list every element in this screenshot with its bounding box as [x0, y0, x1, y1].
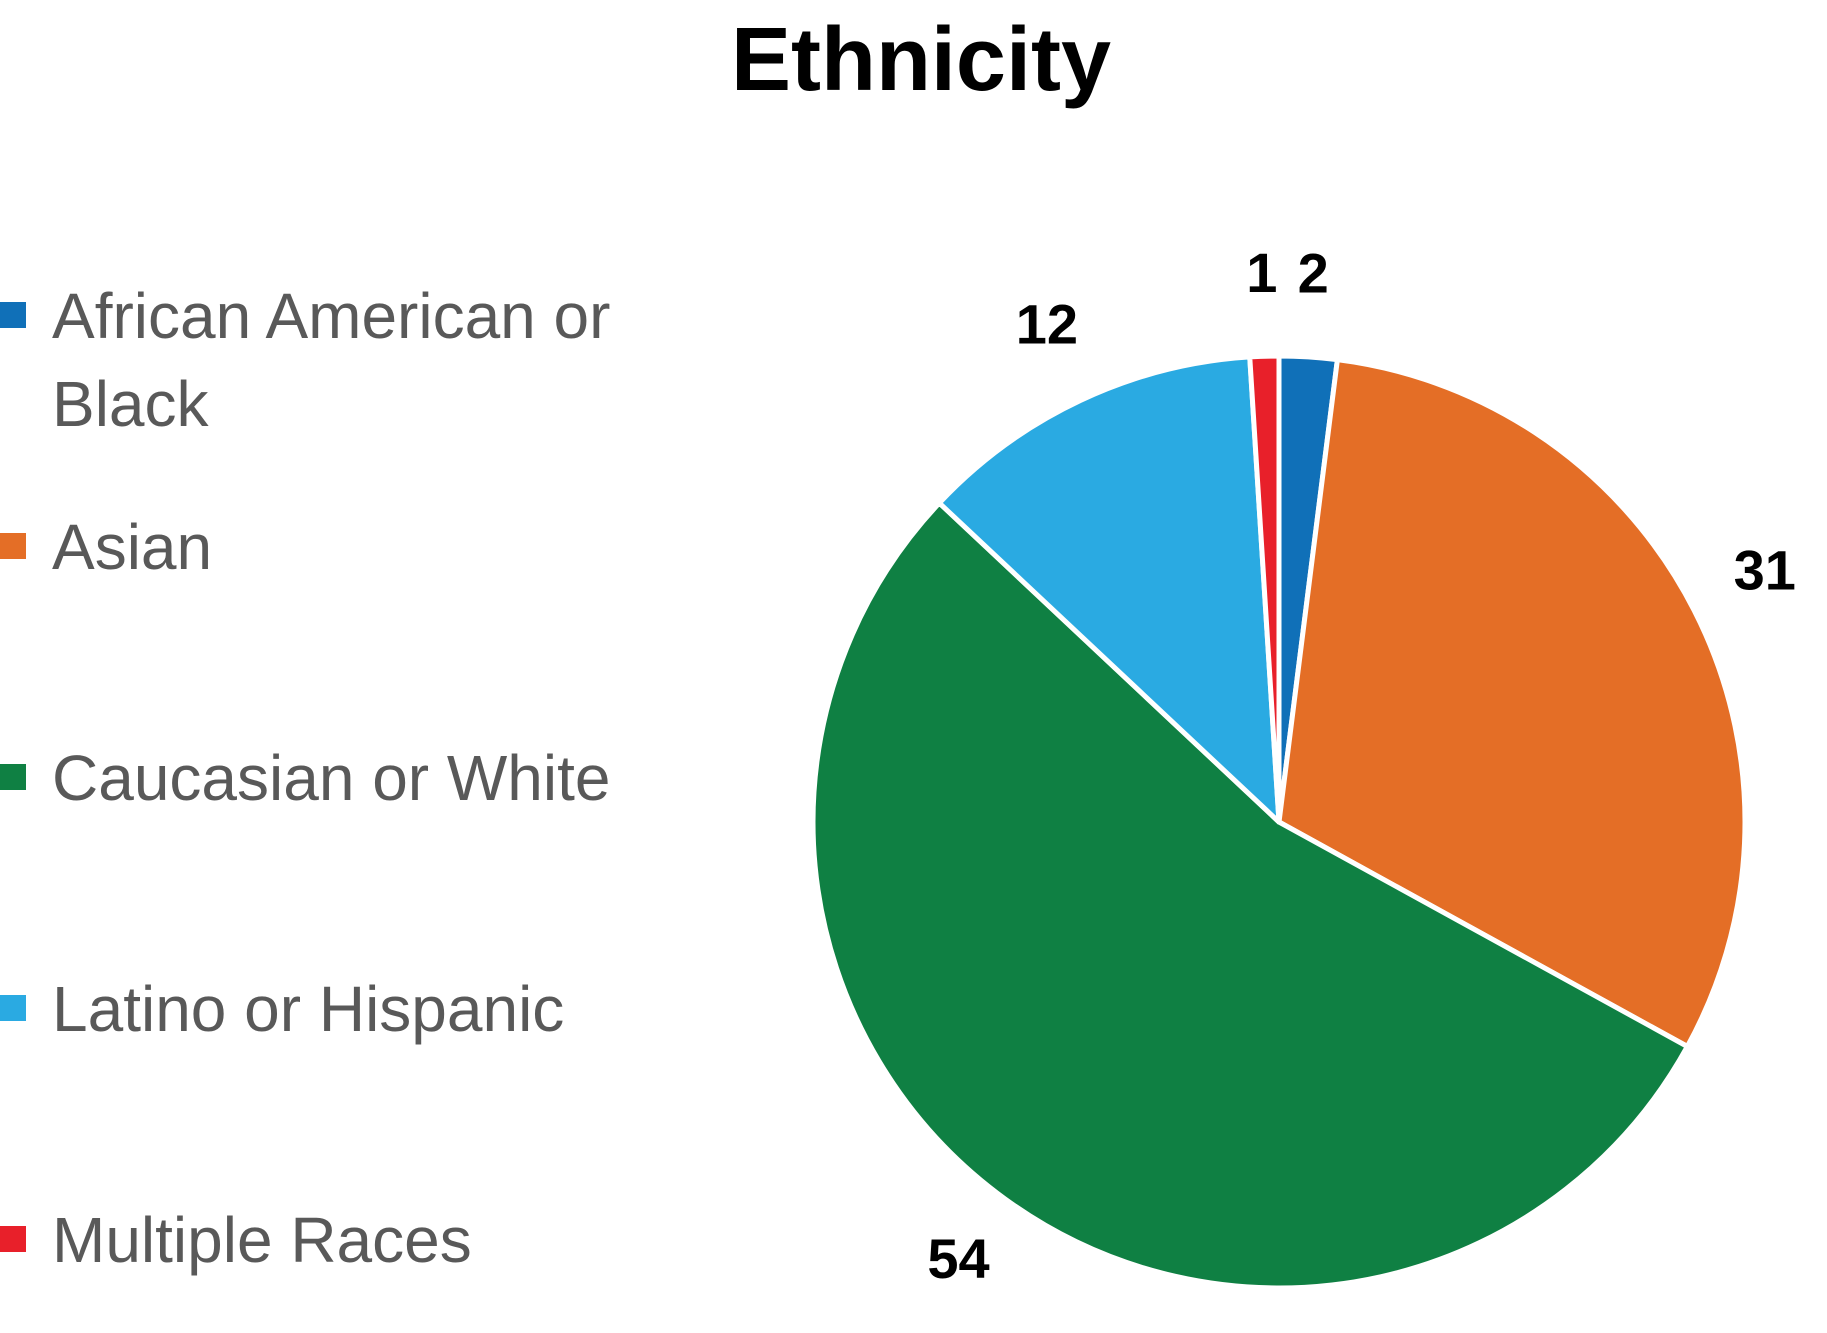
data-label: 12 [1016, 292, 1078, 355]
legend-swatch [0, 302, 26, 328]
legend-label: Multiple Races [52, 1204, 472, 1276]
legend-swatch [0, 1226, 26, 1252]
legend-item: African American or Black [0, 272, 612, 448]
legend-swatch [0, 995, 26, 1021]
pie-slice [936, 354, 1282, 825]
pie-slice [1276, 357, 1748, 1049]
legend-label: Latino or Hispanic [52, 973, 565, 1045]
legend-swatch [0, 764, 26, 790]
data-label: 2 [1298, 242, 1329, 305]
pie-slice [1247, 353, 1282, 825]
legend-label: Asian [52, 511, 213, 583]
legend-label: African American or Black [52, 280, 611, 440]
legend-item: Caucasian or White [0, 734, 612, 822]
chart-title: Ethnicity [731, 10, 1111, 110]
legend-item: Asian [0, 503, 612, 591]
legend-item: Latino or Hispanic [0, 965, 612, 1053]
pie-slice [810, 500, 1690, 1291]
data-label: 1 [1246, 241, 1277, 304]
data-label: 31 [1734, 538, 1796, 601]
legend-item: Multiple Races [0, 1196, 612, 1284]
legend-label: Caucasian or White [52, 742, 611, 814]
legend-swatch [0, 533, 26, 559]
data-label: 54 [927, 1227, 989, 1290]
